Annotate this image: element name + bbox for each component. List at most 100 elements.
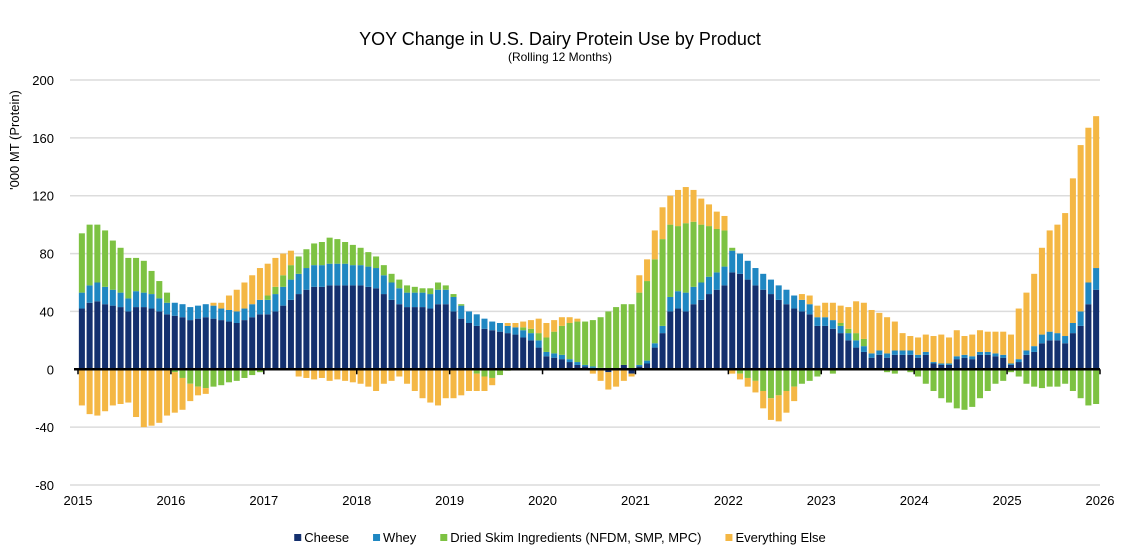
bar-everything [961, 336, 968, 355]
bar-whey [682, 292, 689, 312]
bar-dried [481, 369, 488, 377]
x-tick-label: 2026 [1086, 493, 1115, 508]
bar-cheese [295, 294, 302, 370]
bar-cheese [512, 334, 519, 370]
bar-cheese [736, 273, 743, 370]
bar-whey [729, 250, 736, 273]
bar-whey [574, 362, 581, 365]
bar-whey [458, 305, 465, 319]
bar-cheese [427, 308, 434, 370]
bar-cheese [125, 311, 132, 370]
bar-cheese [78, 308, 85, 370]
bar-everything [628, 373, 635, 377]
bar-cheese [496, 331, 503, 370]
bar-dried [713, 228, 720, 273]
bar-everything [465, 369, 473, 391]
bar-whey [241, 308, 248, 321]
bar-whey [938, 363, 945, 365]
bar-dried [806, 369, 813, 381]
bar-everything [94, 369, 101, 416]
bar-whey [845, 333, 852, 341]
bar-cheese [876, 354, 883, 370]
bar-dried [752, 369, 759, 381]
bar-dried [373, 256, 380, 269]
bar-cheese [1015, 362, 1022, 370]
bar-whey [249, 304, 256, 318]
bar-whey [713, 272, 720, 290]
bar-dried [976, 369, 984, 399]
bar-cheese [582, 366, 589, 370]
bar-dried [551, 331, 558, 354]
bar-everything [179, 377, 186, 410]
bar-whey [202, 304, 209, 318]
bar-cheese [194, 318, 202, 370]
bar-dried [156, 281, 163, 299]
bar-cheese [520, 337, 527, 370]
bar-everything [1038, 247, 1045, 335]
bar-cheese [938, 364, 945, 370]
bar-dried [628, 304, 635, 370]
bar-cheese [117, 307, 124, 370]
bar-cheese [504, 333, 511, 370]
bar-dried [984, 369, 991, 391]
bar-whey [256, 299, 263, 315]
bar-whey [1069, 323, 1076, 334]
bar-cheese [930, 363, 937, 370]
bar-whey [427, 294, 434, 309]
bar-cheese [1062, 343, 1069, 370]
bar-dried [78, 233, 85, 293]
bar-everything [473, 373, 480, 391]
bar-cheese [210, 318, 217, 370]
bar-whey [760, 273, 767, 290]
bar-whey [915, 354, 922, 358]
bar-dried [767, 369, 774, 399]
bar-everything [194, 386, 202, 396]
bar-cheese [272, 311, 279, 370]
bar-whey [218, 308, 225, 321]
bar-cheese [280, 305, 287, 370]
bar-cheese [450, 311, 457, 370]
bar-dried [427, 288, 434, 295]
bar-dried [1062, 369, 1069, 384]
bar-dried [287, 265, 294, 280]
bar-everything [1069, 178, 1076, 323]
bar-cheese [922, 354, 929, 370]
bar-cheese [558, 359, 565, 370]
bar-everything [357, 369, 364, 384]
bar-cheese [396, 304, 403, 370]
bar-dried [791, 369, 798, 387]
bar-whey [419, 292, 426, 308]
bar-cheese [442, 304, 449, 370]
bar-cheese [94, 301, 101, 370]
bar-whey [504, 325, 511, 334]
bar-whey [380, 275, 387, 295]
bar-cheese [620, 364, 627, 370]
bar-dried [94, 224, 101, 283]
bar-everything [930, 336, 937, 363]
bar-everything [659, 207, 666, 240]
bar-cheese [667, 311, 674, 370]
bar-dried [187, 369, 194, 384]
bar-everything [806, 295, 813, 305]
bar-dried [969, 369, 976, 407]
bar-whey [876, 350, 883, 355]
bar-whey [899, 350, 906, 355]
bar-everything [667, 195, 674, 225]
legend-swatch [440, 534, 448, 541]
bar-dried [295, 256, 302, 274]
bar-whey [334, 263, 341, 286]
bar-cheese [760, 289, 767, 370]
bar-cheese [171, 315, 178, 370]
bar-cheese [822, 325, 829, 370]
bar-whey [404, 292, 411, 308]
bar-whey [822, 317, 829, 326]
bar-dried [1007, 369, 1014, 373]
bar-cheese [644, 363, 651, 370]
bar-dried [272, 286, 279, 295]
bar-cheese [961, 357, 968, 370]
bar-cheese [628, 369, 635, 374]
bar-whey [520, 330, 527, 338]
bar-everything [342, 369, 349, 381]
bar-whey [558, 354, 565, 360]
bar-dried [961, 369, 968, 410]
